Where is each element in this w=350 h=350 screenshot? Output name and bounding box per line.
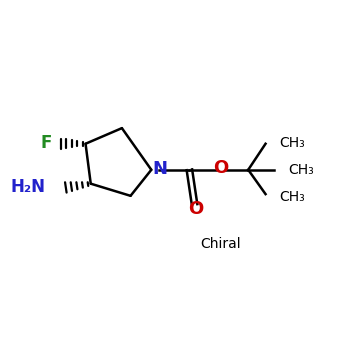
Text: Chiral: Chiral [200, 237, 241, 251]
Text: O: O [188, 200, 203, 218]
Text: H₂N: H₂N [11, 178, 46, 196]
Text: CH₃: CH₃ [279, 136, 305, 150]
Text: O: O [213, 159, 229, 177]
Text: CH₃: CH₃ [279, 190, 305, 204]
Text: F: F [40, 134, 51, 152]
Text: N: N [153, 160, 167, 178]
Text: CH₃: CH₃ [288, 163, 314, 177]
